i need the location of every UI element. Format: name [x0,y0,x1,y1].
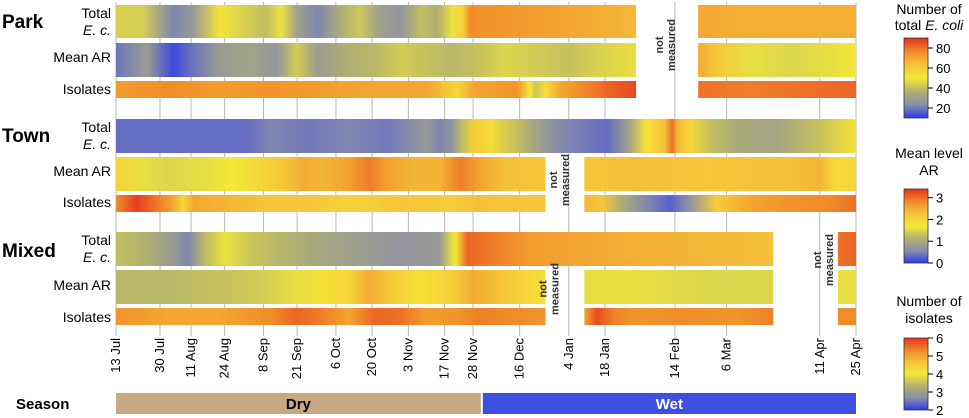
isolates-row-mixed [584,308,774,325]
mean-ar-row-mixed [116,270,546,304]
legend-tick-label: 20 [936,101,950,116]
x-tick-label: 14 Feb [667,338,682,378]
not-measured-line1: not [812,251,824,268]
x-tick-label: 3 Nov [400,338,415,372]
legend-tick-label: 5 [936,349,943,364]
legend-tick-label: 3 [936,191,943,206]
season-bar: Season Dry Wet [16,393,856,414]
legend-tick-label: 1 [936,234,943,249]
legend-title-line2: total E. coli [895,17,964,33]
legend-colorbar [903,37,929,119]
x-tick-label: 11 Aug [183,338,198,378]
legend-tick-label: 80 [936,41,950,56]
isolates-row-mixed [837,308,856,325]
not-measured-label: notmeasured [548,154,572,206]
mean-ar-row-town [584,157,856,191]
row-label-total-ec: E. c. [83,249,111,265]
legend-tick-label: 3 [936,385,943,400]
x-tick-label: 6 Mar [719,337,734,371]
not-measured-line1: not [654,36,666,53]
x-tick-label: 16 Dec [512,338,527,380]
legend-title-italic: E. coli [925,17,964,33]
legend-title-line2: AR [919,162,938,178]
x-tick-label: 8 Sep [255,338,270,372]
legend-title-line1: Number of [896,1,961,17]
total-row-town [116,119,856,153]
not-measured-line2: measured [824,234,836,286]
mean-ar-row-mixed [837,270,856,304]
season-label: Season [16,396,69,413]
x-tick-label: 24 Aug [217,338,232,379]
row-label-total: Total [81,232,111,248]
not-measured-line2: measured [550,263,562,315]
season-band-label-dry: Dry [286,396,312,413]
x-tick-label: 6 Oct [328,338,343,369]
total-row-park [698,5,856,38]
row-label-total-ec: E. c. [83,136,111,152]
row-label-mean-ar: Mean AR [53,49,111,65]
legend-title-line1: Number of [896,293,961,309]
legend-tick-label: 0 [936,256,943,271]
not-measured-label: notmeasured [538,263,562,315]
x-tick-label: 17 Nov [437,338,452,380]
x-tick-label: 20 Oct [364,338,379,377]
row-label-total: Total [81,119,111,135]
not-measured-line2: measured [666,19,678,71]
total-row-mixed [116,232,774,266]
isolates-row-town [116,195,546,212]
x-tick-label: 11 Apr [812,337,827,374]
legend-tick-label: 4 [936,367,943,382]
isolates-row-mixed [116,308,546,325]
row-label-total: Total [81,5,111,21]
legend-tick-label: 6 [936,331,943,346]
legend-tick-label: 2 [936,403,943,418]
legend-title-line1: Mean level [895,145,963,161]
group-label-mixed: Mixed [2,241,56,262]
total-row-park [116,5,637,38]
row-label-isolates: Isolates [63,194,111,210]
x-tick-label: 30 Jul [152,338,167,373]
legend-colorbar [903,337,929,411]
not-measured-label: notmeasured [654,19,678,71]
mean-ar-row-park [116,43,637,77]
group-label-town: Town [2,126,50,147]
legend-tick-label: 60 [936,61,950,76]
mean-ar-row-park [698,43,856,77]
x-tick-label: 4 Jan [561,338,576,370]
isolates-row-park [698,81,856,98]
season-band-wet [482,393,856,414]
isolates-row-park [116,81,637,98]
mean-ar-row-town [116,157,546,191]
legend-title-part: total [895,17,925,33]
season-band-label-wet: Wet [656,396,683,413]
not-measured-label: notmeasured [812,234,836,286]
heatmap-rows [116,5,856,325]
mean-ar-row-mixed [584,270,774,304]
legend-tick-label: 2 [936,212,943,227]
isolates-row-town [584,195,856,212]
total-row-mixed [837,232,856,266]
x-tick-label: 28 Nov [465,338,480,380]
row-label-isolates: Isolates [63,309,111,325]
row-label-isolates: Isolates [63,81,111,97]
not-measured-line1: not [548,171,560,188]
row-label-mean-ar: Mean AR [53,163,111,179]
not-measured-line1: not [538,280,550,297]
x-axis-ticks: 13 Jul 30 Jul 11 Aug 24 Aug 8 Sep 21 Sep 6 Oct… [108,337,863,379]
not-measured-line2: measured [560,154,572,206]
x-tick-label: 18 Jan [597,338,612,377]
legend-title-line2: isolates [905,310,952,326]
x-tick-label: 13 Jul [108,338,123,373]
row-label-mean-ar: Mean AR [53,277,111,293]
season-band-dry [116,393,481,414]
legend-colorbar [903,188,929,264]
x-tick-label: 25 Apr [848,337,863,375]
group-label-park: Park [2,12,44,33]
x-tick-label: 21 Sep [289,338,304,379]
row-label-total-ec: E. c. [83,22,111,38]
legend-tick-label: 40 [936,81,950,96]
